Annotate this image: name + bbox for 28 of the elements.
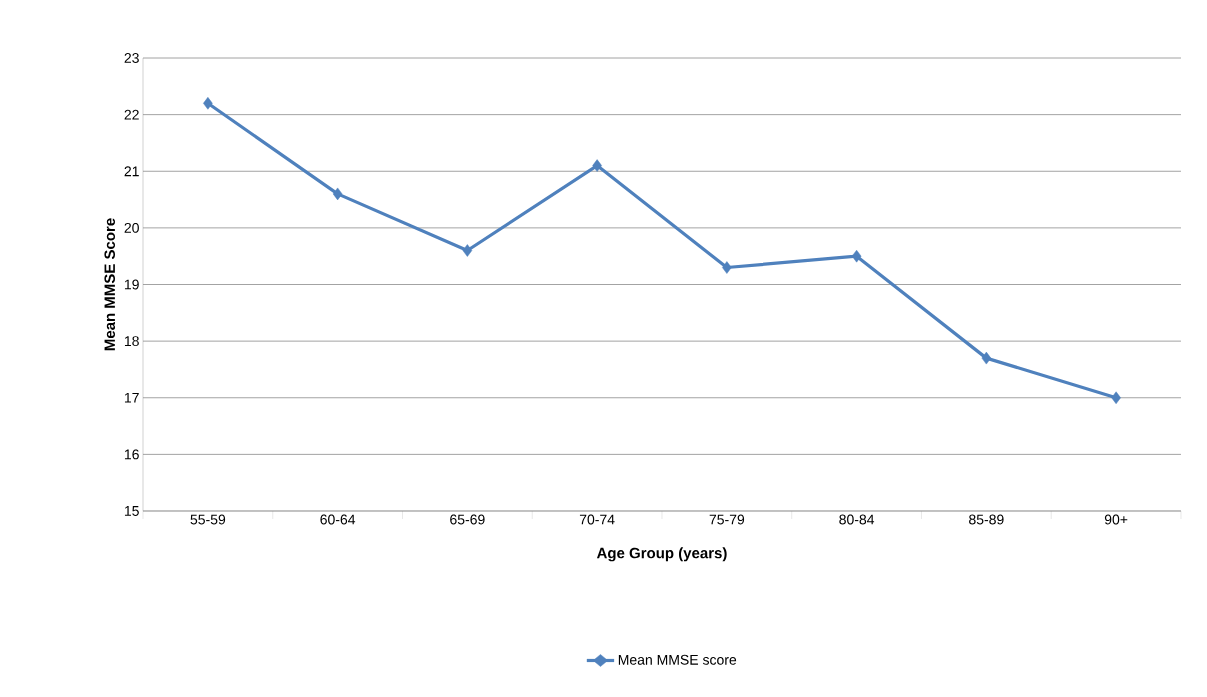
legend-label: Mean MMSE score bbox=[618, 654, 737, 665]
point bbox=[851, 249, 862, 263]
y-tick-label: 18 bbox=[124, 336, 139, 347]
point bbox=[722, 261, 732, 274]
point bbox=[592, 159, 602, 172]
y-tick-label: 23 bbox=[124, 53, 139, 63]
x-tick-label: 75-79 bbox=[709, 514, 745, 525]
point bbox=[462, 244, 473, 257]
x-tick-label: 85-89 bbox=[969, 514, 1004, 525]
x-tick-label: 60-64 bbox=[320, 514, 356, 525]
y-tick-label: 15 bbox=[124, 506, 139, 516]
point bbox=[981, 351, 992, 365]
x-tick-label: 55-59 bbox=[190, 514, 226, 525]
x-tick-label: 90+ bbox=[1104, 514, 1128, 525]
y-tick-label: 20 bbox=[124, 222, 139, 233]
y-tick-label: 22 bbox=[124, 109, 139, 120]
y-tick-label: 16 bbox=[124, 449, 139, 460]
y-tick-label: 19 bbox=[124, 279, 139, 290]
y-tick-label: 17 bbox=[124, 392, 139, 403]
x-tick-label: 70-74 bbox=[579, 514, 615, 525]
x-axis-title: Age Group (years) bbox=[596, 547, 727, 562]
y-axis-title: Mean MMSE Score bbox=[104, 218, 116, 351]
x-tick-label: 65-69 bbox=[450, 514, 485, 525]
point bbox=[1111, 391, 1121, 404]
y-tick-label: 21 bbox=[124, 166, 139, 177]
point bbox=[332, 187, 343, 201]
point bbox=[203, 97, 213, 110]
x-tick-label: 80-84 bbox=[839, 514, 875, 525]
